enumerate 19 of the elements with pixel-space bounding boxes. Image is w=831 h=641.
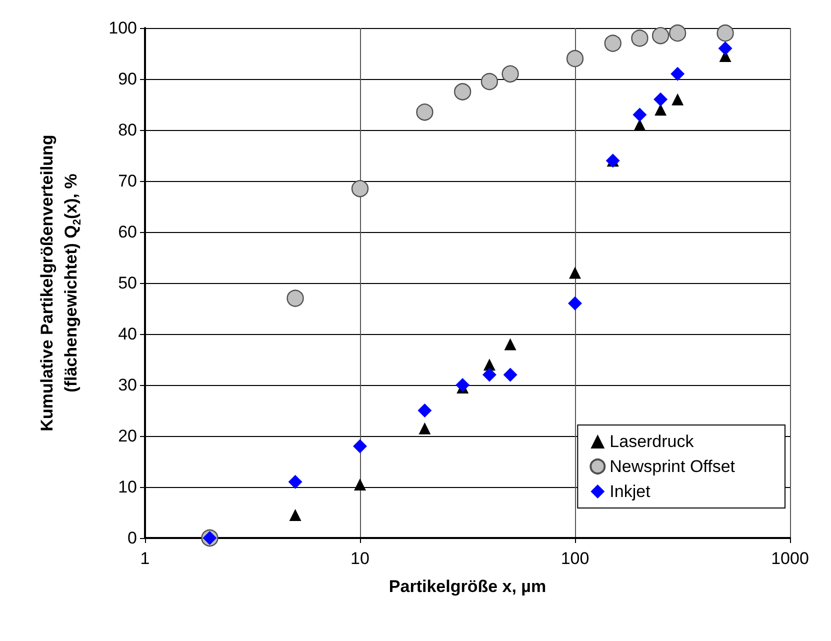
legend-label: Laserdruck (610, 432, 694, 451)
x-tick-label: 10 (350, 549, 370, 568)
x-tick-label: 1000 (771, 549, 809, 568)
y-tick-label: 80 (118, 120, 137, 140)
y-tick-label: 100 (108, 18, 137, 38)
y-tick-label: 90 (118, 70, 137, 88)
y-tick-label: 50 (118, 274, 137, 292)
y-tick-label: 20 (118, 426, 137, 446)
x-tick-label: 100 (560, 549, 590, 568)
y-tick-label: 70 (118, 172, 137, 190)
y-tick-label: 0 (128, 528, 137, 548)
x-axis-title: Partikelgröße x, µm (388, 577, 546, 596)
y-tick-label: 30 (118, 376, 137, 394)
y-tick-label: 40 (118, 324, 137, 344)
x-tick-label: 1 (140, 549, 150, 568)
y-tick-label: 10 (118, 478, 137, 496)
y-tick-label: 60 (118, 222, 137, 242)
legend-label: Newsprint Offset (610, 457, 736, 476)
legend-label: Inkjet (610, 482, 651, 501)
